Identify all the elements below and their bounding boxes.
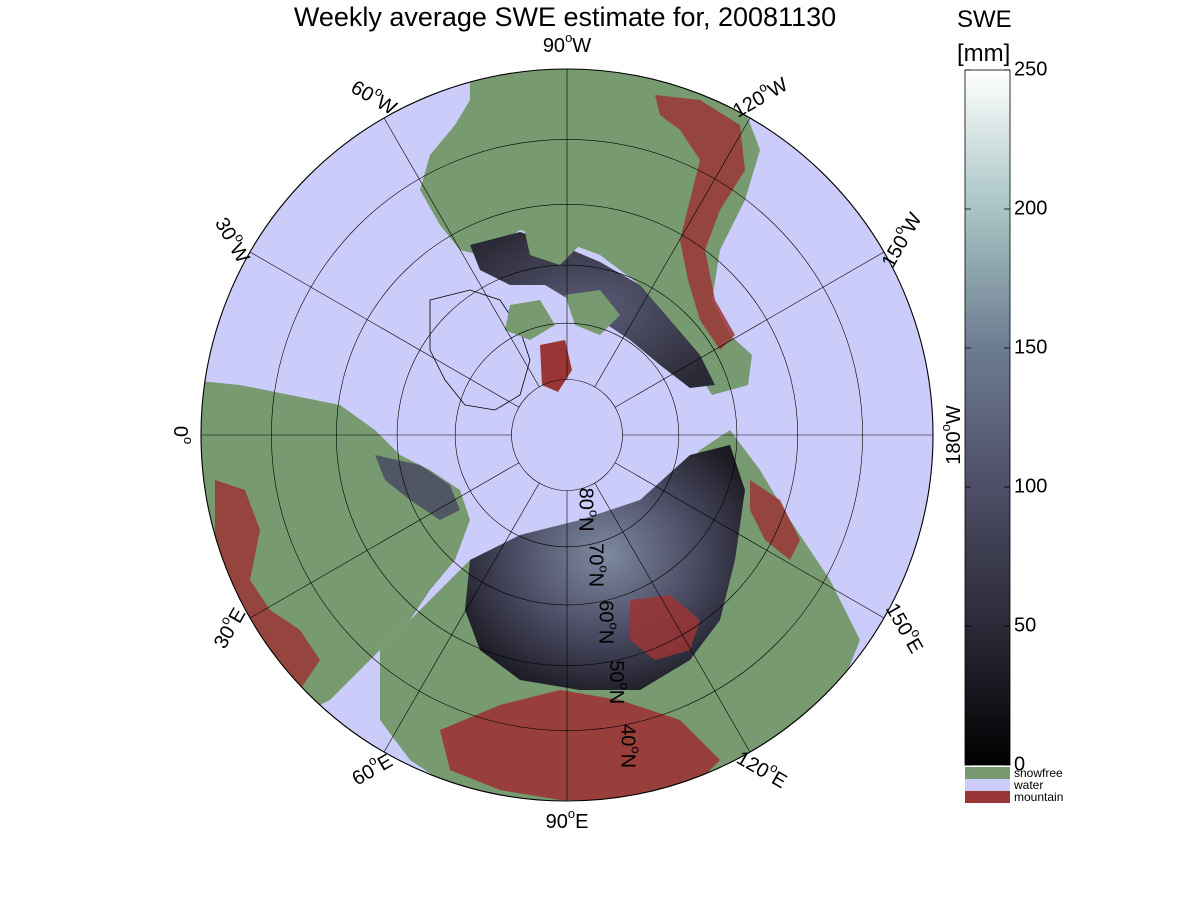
latitude-label: 70oN bbox=[584, 543, 611, 587]
meridian-line bbox=[249, 251, 520, 408]
colorbar-tick-label: 0 bbox=[1014, 753, 1025, 775]
category-label-water: water bbox=[1013, 778, 1043, 792]
longitude-label: 0o bbox=[169, 426, 196, 444]
map-disk bbox=[201, 69, 933, 801]
north-america-land bbox=[420, 69, 760, 395]
category-swatch-snowfree bbox=[965, 767, 1010, 779]
meridian-line bbox=[383, 482, 540, 753]
meridian-line bbox=[614, 251, 885, 408]
latitude-label: 50oN bbox=[605, 660, 632, 704]
longitude-label: 90oE bbox=[546, 806, 589, 833]
longitude-label: 120oE bbox=[732, 743, 792, 793]
longitude-label: 30oE bbox=[206, 602, 251, 653]
japan-land bbox=[790, 600, 850, 690]
colorbar-tick-label: 250 bbox=[1014, 58, 1047, 80]
colorbar-tick-label: 200 bbox=[1014, 197, 1047, 219]
category-swatch-mountain bbox=[965, 791, 1010, 803]
longitude-label: 180oW bbox=[938, 405, 965, 465]
category-swatch-water bbox=[965, 779, 1010, 791]
longitude-label: 150oW bbox=[874, 207, 927, 272]
scandinavia-snow bbox=[375, 455, 460, 520]
colorbar-tick-label: 50 bbox=[1014, 614, 1036, 636]
alaska-mountain bbox=[655, 95, 745, 350]
latitude-label: 40oN bbox=[616, 724, 643, 768]
latitude-label: 60oN bbox=[594, 600, 621, 644]
kamchatka-mountains bbox=[750, 480, 800, 560]
central-asia-mountains bbox=[440, 690, 720, 800]
map-title: Weekly average SWE estimate for, 2008113… bbox=[293, 2, 837, 32]
meridian-line bbox=[614, 462, 885, 619]
colorbar-ticks: 0 50 100 150 200 250 bbox=[965, 58, 1047, 775]
longitude-label: 120oW bbox=[727, 70, 792, 123]
colorbar-tick-label: 100 bbox=[1014, 475, 1047, 497]
meridian-line bbox=[594, 117, 751, 388]
longitude-label: 150oE bbox=[881, 597, 931, 657]
map-boundary bbox=[200, 68, 934, 802]
meridian-line bbox=[594, 482, 751, 753]
greenland-coast-mountain bbox=[540, 340, 572, 392]
latitude-labels: 80oN 70oN 60oN 50oN 40oN bbox=[574, 488, 643, 768]
colorbar-title: SWE bbox=[957, 6, 1012, 33]
latitude-label: 80oN bbox=[574, 488, 601, 532]
colorbar-tick-label: 150 bbox=[1014, 336, 1047, 358]
greenland-ice bbox=[429, 289, 531, 411]
meridian-line bbox=[383, 117, 540, 388]
arctic-islands bbox=[505, 210, 620, 340]
category-label-mountain: mountain bbox=[1014, 790, 1063, 804]
east-asia-mountains bbox=[630, 595, 700, 660]
longitude-label: 90oW bbox=[543, 30, 591, 57]
category-label-snowfree: snowfree bbox=[1014, 766, 1063, 780]
colorbar-unit: [mm] bbox=[957, 40, 1011, 67]
colorbar-gradient bbox=[964, 69, 1011, 766]
meridian-line bbox=[249, 462, 520, 619]
graticule bbox=[201, 69, 933, 801]
